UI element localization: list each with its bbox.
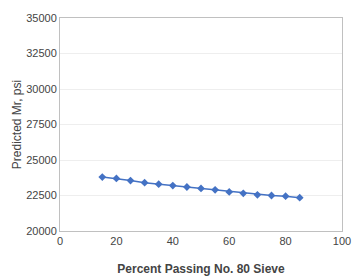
svg-text:Predicted Mr, psi: Predicted Mr, psi [10, 80, 24, 169]
svg-text:60: 60 [223, 235, 235, 247]
svg-text:100: 100 [333, 235, 351, 247]
svg-text:20: 20 [110, 235, 122, 247]
svg-text:32500: 32500 [26, 47, 57, 59]
svg-text:Percent Passing No. 80 Sieve: Percent Passing No. 80 Sieve [117, 262, 285, 276]
svg-text:0: 0 [57, 235, 63, 247]
svg-text:20000: 20000 [26, 225, 57, 237]
svg-text:25000: 25000 [26, 154, 57, 166]
svg-text:22500: 22500 [26, 189, 57, 201]
svg-text:80: 80 [279, 235, 291, 247]
svg-text:40: 40 [167, 235, 179, 247]
svg-text:35000: 35000 [26, 12, 57, 24]
svg-text:27500: 27500 [26, 118, 57, 130]
svg-text:30000: 30000 [26, 83, 57, 95]
